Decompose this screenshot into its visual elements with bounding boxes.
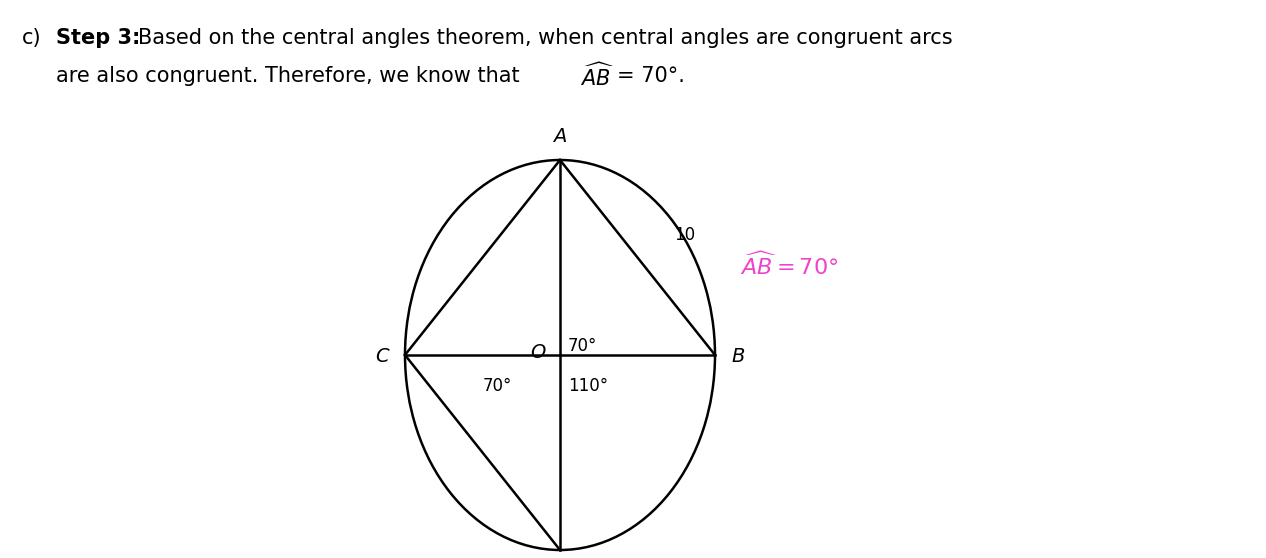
Text: c): c) — [22, 28, 42, 48]
Text: = 70°.: = 70°. — [617, 66, 685, 86]
Text: Based on the central angles theorem, when central angles are congruent arcs: Based on the central angles theorem, whe… — [138, 28, 952, 48]
Text: O: O — [530, 343, 546, 362]
Text: 10: 10 — [675, 226, 696, 244]
Text: 70°: 70° — [482, 377, 511, 395]
Text: $\widehat{AB} = 70°$: $\widehat{AB} = 70°$ — [741, 251, 838, 278]
Text: C: C — [376, 348, 389, 367]
Text: 110°: 110° — [568, 377, 608, 395]
Text: $\widehat{AB}$: $\widehat{AB}$ — [580, 63, 615, 90]
Text: Step 3:: Step 3: — [56, 28, 141, 48]
Text: A: A — [553, 127, 567, 146]
Text: B: B — [730, 348, 744, 367]
Text: are also congruent. Therefore, we know that: are also congruent. Therefore, we know t… — [56, 66, 527, 86]
Text: 70°: 70° — [568, 337, 598, 355]
